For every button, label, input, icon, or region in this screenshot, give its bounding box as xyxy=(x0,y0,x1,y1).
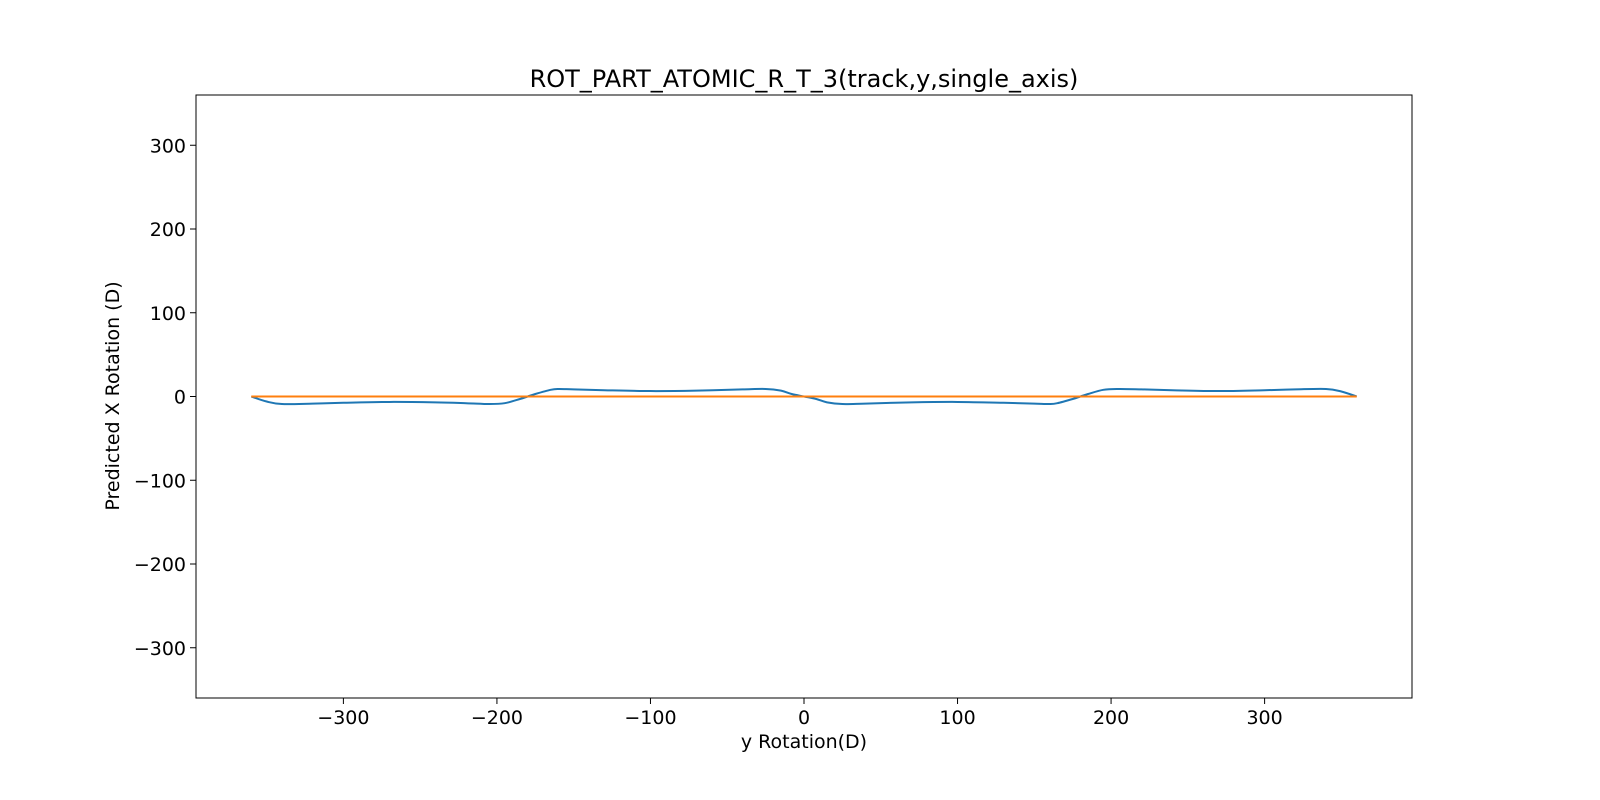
x-axis-label: y Rotation(D) xyxy=(741,731,867,753)
x-tick-label: 200 xyxy=(1093,707,1129,729)
plot-lines xyxy=(250,387,1358,406)
y-tick-label: 200 xyxy=(150,219,186,241)
x-tick-label: −300 xyxy=(317,707,369,729)
x-tick-label: 0 xyxy=(798,707,810,729)
y-tick-label: 100 xyxy=(150,303,186,325)
y-tick-label: 0 xyxy=(174,387,186,409)
chart-title: ROT_PART_ATOMIC_R_T_3(track,y,single_axi… xyxy=(530,65,1079,93)
x-axis: −300 −200 −100 0 100 200 300 xyxy=(317,698,1283,729)
x-tick-label: 300 xyxy=(1246,707,1282,729)
y-axis: −300 −200 −100 0 100 200 300 xyxy=(134,135,196,660)
y-tick-label: −200 xyxy=(134,554,186,576)
y-tick-label: −300 xyxy=(134,638,186,660)
y-tick-label: 300 xyxy=(150,135,186,157)
y-axis-label: Predicted X Rotation (D) xyxy=(102,281,124,510)
y-tick-label: −100 xyxy=(134,470,186,492)
x-tick-label: −200 xyxy=(471,707,523,729)
x-tick-label: 100 xyxy=(939,707,975,729)
x-tick-label: −100 xyxy=(624,707,676,729)
